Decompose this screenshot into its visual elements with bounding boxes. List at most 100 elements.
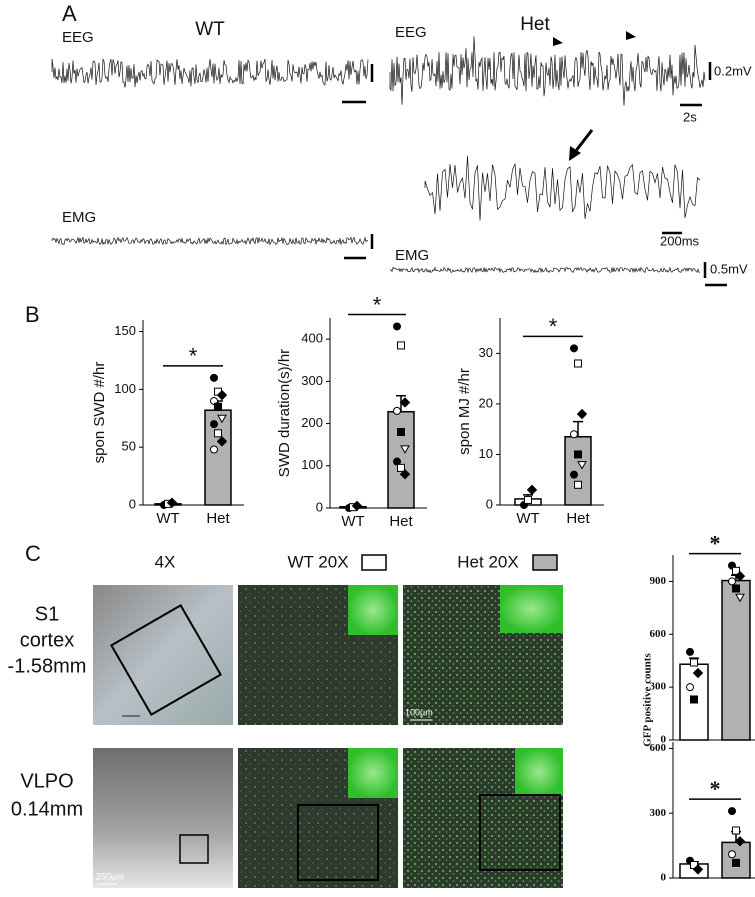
column-header: Het 20X [457, 552, 518, 571]
chart: 0 100 200 300 400 SWD duration(s)/hr WT Het * [276, 292, 427, 530]
significance-label: * [710, 531, 721, 556]
data-point [210, 420, 218, 429]
arrowhead [553, 37, 563, 46]
x-tick-label: WT [341, 513, 364, 530]
data-point [351, 500, 363, 512]
scale-label: 200ms [660, 233, 700, 248]
y-tick-label: 400 [301, 331, 323, 346]
row-label: 0.14mm [11, 798, 83, 820]
y-tick-label: 100 [114, 381, 136, 396]
y-tick-label: 0 [661, 734, 667, 746]
y-axis-label: GFP positive counts [642, 653, 654, 747]
bar [204, 409, 232, 506]
data-point [735, 593, 745, 603]
y-axis-label: spon MJ #/hr [456, 368, 473, 455]
y-tick-label: 900 [650, 575, 667, 587]
data-point [686, 683, 694, 692]
row-label: S1 [35, 603, 59, 625]
bar [721, 579, 751, 741]
x-tick-label: WT [156, 510, 179, 527]
scale-label: 100µm [405, 707, 433, 717]
data-point [574, 450, 582, 459]
y-tick-label: 150 [114, 323, 136, 338]
het-title: Het [520, 14, 550, 35]
y-tick-label: 0 [486, 496, 493, 511]
data-point [692, 667, 704, 679]
panel-label: B [25, 302, 40, 327]
data-point [574, 480, 582, 489]
inset [348, 585, 398, 635]
chart: 0 10 20 30 spon MJ #/hr WT Het * [456, 314, 604, 527]
data-point [734, 570, 746, 582]
chart: 0 50 100 150 spon SWD #/hr WT Het * [91, 320, 244, 527]
emg-trace [389, 266, 701, 274]
column-header: 4X [155, 552, 176, 571]
scale-label: 0.2mV [714, 63, 752, 78]
data-point [397, 428, 405, 436]
wt-title: WT [195, 19, 225, 40]
emg-trace [51, 236, 369, 246]
y-tick-label: 10 [479, 446, 493, 461]
y-tick-label: 30 [479, 345, 493, 360]
data-point [732, 826, 740, 835]
data-point [570, 430, 578, 439]
panel-label: A [62, 1, 77, 26]
data-point [732, 584, 740, 593]
y-axis-label: spon SWD #/hr [91, 362, 108, 464]
data-point [393, 322, 401, 331]
bar [564, 436, 592, 506]
data-point [216, 436, 228, 447]
data-point [734, 836, 746, 847]
column-header: WT 20X [287, 552, 348, 571]
eeg-trace [51, 58, 369, 88]
data-point [214, 429, 222, 438]
data-point [570, 344, 578, 353]
chart: 0 300 600 900 GFP positive counts * [642, 531, 755, 747]
row-label: VLPO [20, 770, 73, 792]
y-axis-label: SWD duration(s)/hr [276, 349, 293, 477]
data-point [216, 389, 228, 401]
x-tick-label: Het [566, 510, 590, 527]
y-tick-label: 200 [301, 415, 323, 430]
data-point [399, 469, 411, 480]
significance-label: * [549, 314, 558, 339]
data-point [728, 807, 736, 816]
inset [500, 585, 563, 633]
roi-box [109, 603, 223, 717]
scale-label: 2s [683, 109, 697, 124]
y-tick-label: 50 [122, 439, 136, 454]
data-point [732, 566, 740, 575]
arrowhead [569, 146, 581, 161]
eeg-label: EEG [62, 29, 94, 46]
data-point [210, 373, 218, 382]
y-tick-label: 300 [650, 807, 667, 819]
y-tick-label: 300 [650, 681, 667, 693]
data-point [214, 402, 222, 411]
data-point [570, 470, 578, 479]
data-point [217, 414, 227, 424]
panel-label: C [25, 541, 41, 566]
data-point [399, 397, 411, 408]
inset [348, 748, 398, 798]
y-tick-label: 600 [650, 628, 667, 640]
data-point [397, 341, 405, 350]
eeg-trace [389, 36, 706, 106]
x-tick-label: WT [516, 510, 539, 527]
data-point [393, 406, 401, 415]
data-point [210, 445, 218, 454]
scale-label: 0.5mV [710, 261, 748, 276]
significance-label: * [710, 776, 721, 801]
image-4x-s1 [93, 585, 233, 725]
x-tick-label: Het [206, 510, 230, 527]
y-tick-label: 0 [661, 872, 667, 884]
scale-label: 250µm [96, 871, 124, 881]
data-point [574, 359, 582, 368]
y-tick-label: 100 [301, 457, 323, 472]
data-point [728, 577, 736, 586]
emg-label: EMG [62, 209, 96, 226]
row-label: cortex [20, 629, 74, 651]
data-point [526, 484, 538, 496]
significance-label: * [189, 344, 198, 369]
roi-box [179, 834, 209, 864]
